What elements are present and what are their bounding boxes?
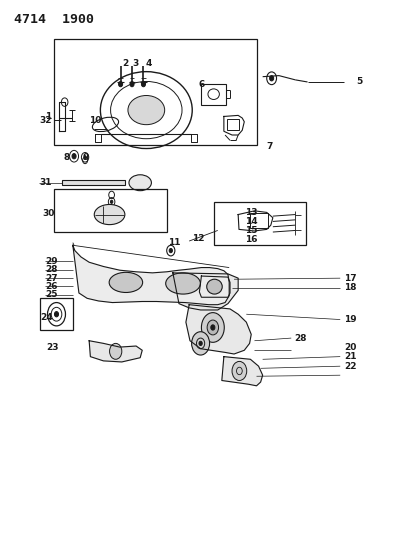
Circle shape: [72, 154, 76, 159]
Bar: [214, 202, 305, 245]
Circle shape: [207, 320, 219, 335]
Text: 4: 4: [145, 59, 152, 68]
Bar: [227, 118, 239, 130]
Text: 14: 14: [245, 217, 258, 227]
Text: 32: 32: [39, 116, 51, 125]
Text: 7: 7: [266, 142, 272, 151]
Text: 26: 26: [46, 281, 58, 290]
Polygon shape: [222, 357, 263, 386]
Text: 2: 2: [122, 59, 128, 68]
Polygon shape: [89, 341, 142, 362]
Text: 17: 17: [344, 273, 357, 282]
Circle shape: [118, 82, 122, 87]
Text: 20: 20: [344, 343, 357, 352]
Ellipse shape: [109, 272, 143, 293]
Circle shape: [141, 82, 145, 87]
Text: 23: 23: [46, 343, 59, 352]
Text: 10: 10: [89, 116, 102, 125]
Circle shape: [211, 325, 215, 330]
Text: 31: 31: [39, 178, 51, 187]
Polygon shape: [199, 276, 230, 297]
Text: 9: 9: [82, 153, 89, 162]
Bar: [62, 180, 125, 185]
Text: 22: 22: [344, 362, 357, 370]
Text: 24: 24: [40, 313, 53, 322]
Bar: [250, 213, 268, 228]
Text: 3: 3: [133, 59, 139, 68]
Bar: [55, 38, 256, 144]
Text: 15: 15: [245, 227, 258, 236]
Text: 1: 1: [46, 112, 52, 122]
Bar: [40, 298, 73, 330]
Text: 5: 5: [356, 77, 363, 86]
Text: 11: 11: [168, 238, 180, 247]
Circle shape: [192, 332, 210, 355]
Circle shape: [270, 76, 274, 81]
Bar: [201, 84, 226, 105]
Text: 19: 19: [344, 315, 357, 324]
Text: 16: 16: [245, 236, 258, 245]
Circle shape: [110, 343, 122, 359]
Ellipse shape: [166, 273, 201, 294]
Text: 28: 28: [46, 265, 58, 274]
Circle shape: [199, 341, 202, 345]
Circle shape: [130, 82, 134, 87]
Circle shape: [201, 313, 224, 342]
Polygon shape: [186, 305, 251, 354]
Text: 21: 21: [344, 352, 357, 361]
Ellipse shape: [128, 95, 165, 125]
Bar: [55, 189, 167, 232]
Text: 18: 18: [344, 283, 357, 292]
Text: 30: 30: [42, 209, 55, 218]
Text: 29: 29: [46, 257, 58, 265]
Circle shape: [84, 156, 86, 159]
Ellipse shape: [129, 175, 151, 191]
Text: 27: 27: [46, 273, 58, 282]
Text: 28: 28: [295, 334, 307, 343]
Text: 25: 25: [46, 290, 58, 299]
Polygon shape: [73, 245, 229, 305]
Circle shape: [169, 248, 173, 253]
Polygon shape: [173, 273, 238, 310]
Ellipse shape: [94, 205, 125, 224]
Circle shape: [111, 200, 113, 204]
Text: 12: 12: [192, 234, 205, 243]
Ellipse shape: [207, 279, 222, 294]
Text: 4714  1900: 4714 1900: [14, 13, 94, 26]
Text: 8: 8: [64, 153, 70, 162]
Text: 6: 6: [199, 80, 205, 89]
Circle shape: [55, 312, 58, 317]
Text: 13: 13: [245, 208, 258, 217]
Circle shape: [232, 361, 247, 381]
